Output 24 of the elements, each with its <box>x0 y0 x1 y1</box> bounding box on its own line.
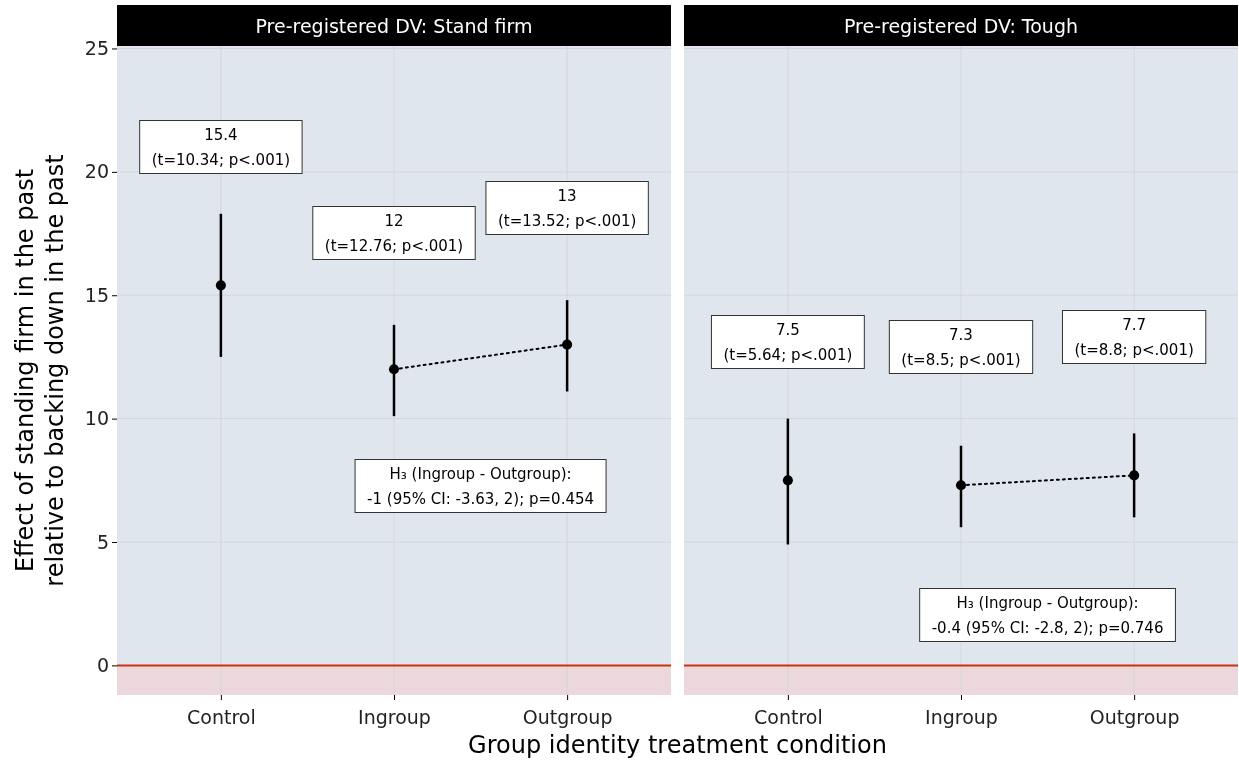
annotation: 15.4 (t=10.34; p<.001) <box>151 125 291 169</box>
annotation: 13 (t=13.52; p<.001) <box>497 186 637 230</box>
y-tick-label: 10 <box>84 407 109 430</box>
annotation: 7.5 (t=5.64; p<.001) <box>723 320 853 364</box>
annotation: 7.3 (t=8.5; p<.001) <box>901 325 1021 369</box>
x-tick-label: Ingroup <box>925 705 998 728</box>
y-tick-label: 15 <box>84 283 109 306</box>
y-tick-label: 5 <box>96 530 109 553</box>
x-tick-label: Ingroup <box>358 705 431 728</box>
y-tick-label: 0 <box>96 653 109 676</box>
annotation: 12 (t=12.76; p<.001) <box>324 211 464 255</box>
x-tick-label: Outgroup <box>522 705 613 728</box>
x-tick-label: Outgroup <box>1089 705 1180 728</box>
y-axis-title: Effect of standing firm in the past relative to backing down in the past <box>11 154 69 587</box>
x-tick-label: Control <box>187 705 256 728</box>
y-tick-label: 20 <box>84 160 109 183</box>
y-tick-label: 25 <box>84 37 109 60</box>
annotation: 7.7 (t=8.8; p<.001) <box>1074 315 1194 359</box>
chart-title: Pre-registered DV: Tough <box>843 14 1079 37</box>
annotation: H₃ (Ingroup - Outgroup): -1 (95% CI: -3.63, 2); p=0.454 <box>367 464 595 508</box>
x-tick-label: Control <box>754 705 823 728</box>
x-axis-title: Group identity treatment condition <box>468 731 887 759</box>
chart-title: Pre-registered DV: Stand firm <box>255 14 533 37</box>
annotation: H₃ (Ingroup - Outgroup): -0.4 (95% CI: -2.8, 2); p=0.746 <box>931 593 1164 637</box>
